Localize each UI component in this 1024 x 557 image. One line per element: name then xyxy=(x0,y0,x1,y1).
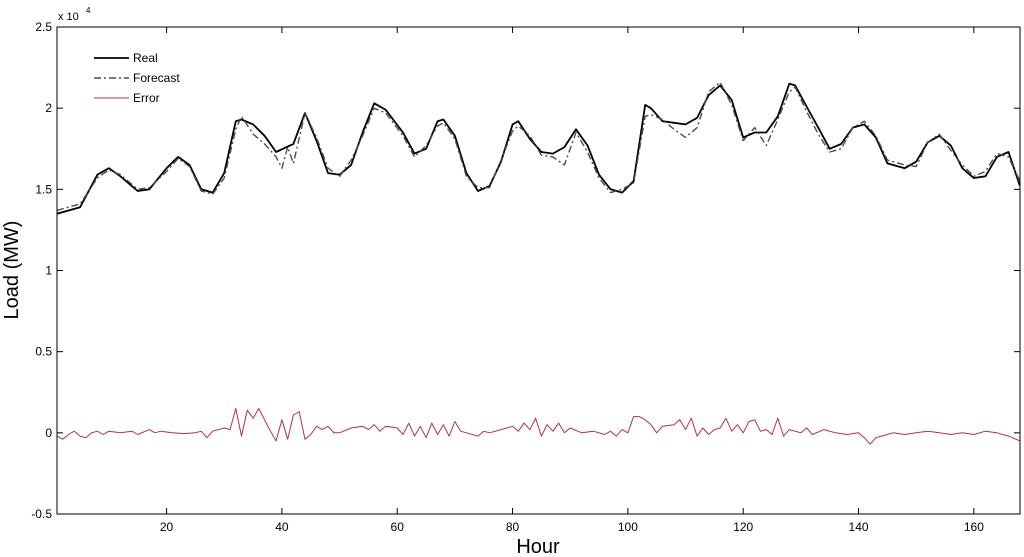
y-tick-label: -0.5 xyxy=(31,507,52,521)
y-tick-label: 1 xyxy=(45,264,52,278)
legend: Real Forecast Error xyxy=(94,51,180,105)
legend-label-forecast: Forecast xyxy=(133,71,180,85)
plot-area xyxy=(57,81,1020,445)
x-tick-label: 20 xyxy=(160,520,174,534)
x-tick-label: 40 xyxy=(275,520,289,534)
legend-label-error: Error xyxy=(133,91,160,105)
y-tick-label: 1.5 xyxy=(35,182,52,196)
y-tick-label: 2 xyxy=(45,101,52,115)
y-tick-label: 0.5 xyxy=(35,345,52,359)
y-tick-label: 2.5 xyxy=(35,20,52,34)
x-axis-label: Hour xyxy=(516,536,560,557)
y-axis-ticks: -0.5 0 0.5 1 1.5 2 2.5 xyxy=(31,20,1020,521)
y-multiplier: x 10 4 xyxy=(58,6,91,23)
x-tick-label: 80 xyxy=(506,520,520,534)
legend-label-real: Real xyxy=(133,51,158,65)
y-axis-label: Load (MW) xyxy=(1,221,23,320)
x-tick-label: 100 xyxy=(618,520,638,534)
series-layer xyxy=(57,81,1020,445)
x-tick-label: 140 xyxy=(849,520,869,534)
x-tick-label: 160 xyxy=(964,520,984,534)
series-line-error xyxy=(57,408,1020,445)
x-tick-label: 120 xyxy=(733,520,753,534)
y-multiplier-exponent: 4 xyxy=(86,6,91,15)
x-tick-label: 60 xyxy=(391,520,405,534)
x-axis-ticks: 20 40 60 80 100 120 140 160 xyxy=(160,27,984,534)
y-multiplier-base: x 10 xyxy=(58,11,79,23)
series-line-forecast xyxy=(57,81,1020,212)
y-tick-label: 0 xyxy=(45,426,52,440)
